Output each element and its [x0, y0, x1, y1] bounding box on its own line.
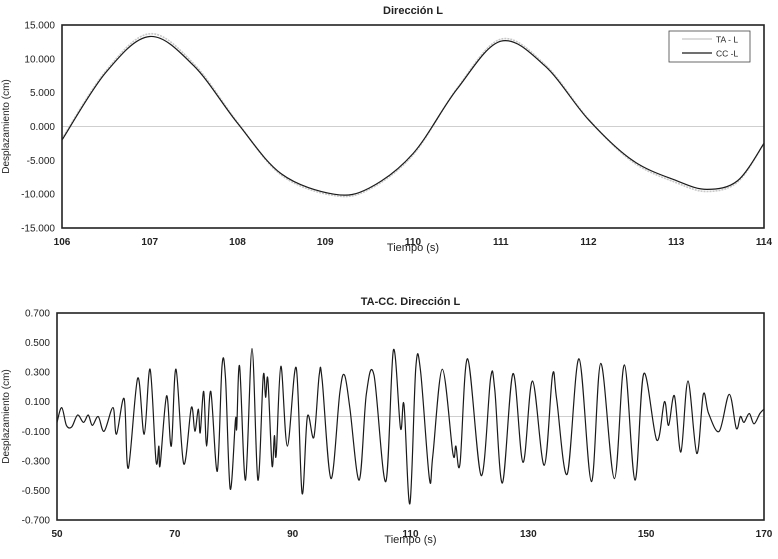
y-tick-label: 15.000 — [24, 21, 55, 32]
series-line-1 — [61, 32, 765, 198]
x-tick-label: 108 — [229, 237, 246, 248]
chart-title: Dirección L — [383, 5, 443, 17]
y-tick-label: -5.000 — [27, 156, 56, 167]
y-tick-label: -15.000 — [21, 224, 55, 235]
series-line-1 — [56, 347, 765, 505]
x-tick-label: 107 — [141, 237, 158, 248]
x-tick-label: 150 — [638, 529, 655, 540]
x-axis-label: Tiempo (s) — [387, 242, 439, 254]
y-tick-label: -10.000 — [21, 190, 55, 201]
y-tick-label: 5.000 — [30, 88, 55, 99]
y-tick-label: -0.100 — [22, 427, 51, 438]
y-tick-label: 0.000 — [30, 122, 55, 133]
x-tick-label: 130 — [520, 529, 537, 540]
x-tick-label: 111 — [493, 237, 509, 248]
x-tick-label: 113 — [668, 237, 685, 248]
legend-box — [668, 30, 751, 63]
x-tick-label: 50 — [51, 529, 63, 540]
y-axis-label: Desplazamiento (cm) — [1, 369, 12, 463]
plot-area-frame — [61, 24, 765, 229]
x-tick-label: 110 — [402, 529, 419, 540]
x-tick-label: 170 — [756, 529, 773, 540]
x-tick-label: 110 — [405, 237, 422, 248]
x-axis-label: Tiempo (s) — [384, 534, 436, 546]
chart-2: TA-CC. Dirección L Tiempo (s) Desplazamien… — [1, 296, 773, 546]
x-tick-label: 70 — [169, 529, 181, 540]
x-tick-label: 112 — [580, 237, 597, 248]
y-tick-label: -0.700 — [22, 516, 51, 527]
y-tick-label: 0.500 — [25, 338, 50, 349]
y-tick-label: 0.300 — [25, 368, 50, 379]
legend-label: CC -L — [716, 49, 738, 59]
y-tick-label: 0.700 — [25, 309, 50, 320]
x-tick-label: 109 — [317, 237, 334, 248]
series-line-2 — [61, 35, 765, 196]
y-tick-label: 0.100 — [25, 397, 50, 408]
y-tick-label: -0.300 — [22, 456, 51, 467]
chart-1: Dirección L Tiempo (s) Desplazamiento (cm)… — [1, 5, 773, 254]
x-tick-label: 90 — [287, 529, 299, 540]
x-tick-label: 114 — [756, 237, 773, 248]
chart-title: TA-CC. Dirección L — [361, 296, 461, 308]
legend-label: TA - L — [716, 35, 738, 45]
y-tick-label: -0.500 — [22, 486, 51, 497]
y-axis-label: Desplazamiento (cm) — [1, 79, 12, 173]
legend: TA - L CC -L — [668, 30, 751, 63]
y-tick-label: 10.000 — [24, 54, 55, 65]
x-tick-label: 106 — [54, 237, 71, 248]
plot-area-frame — [56, 312, 765, 521]
